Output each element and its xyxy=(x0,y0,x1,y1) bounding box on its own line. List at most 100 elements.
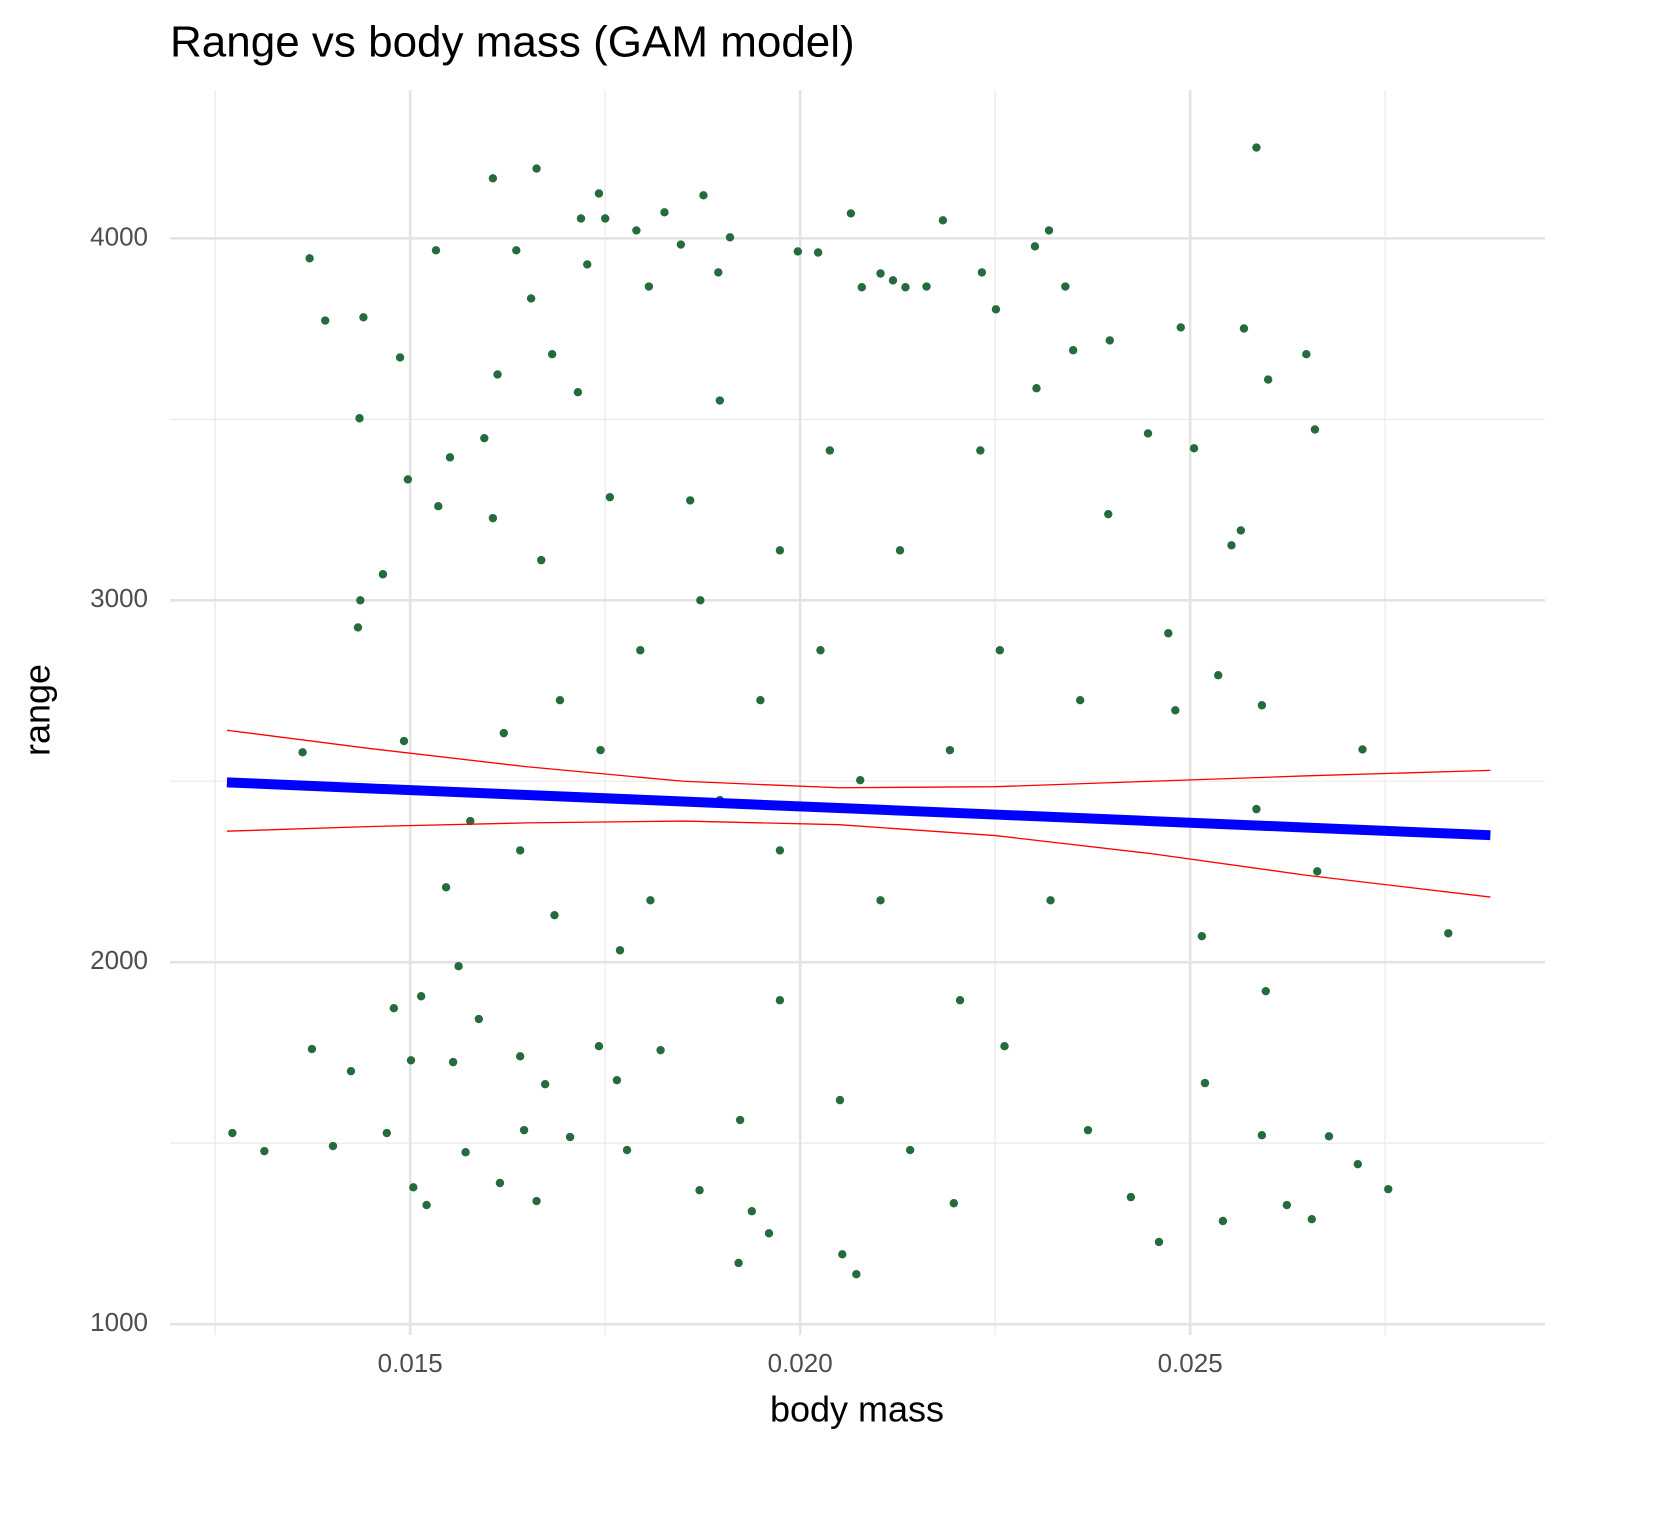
scatter-point xyxy=(734,1258,743,1268)
scatter-point xyxy=(876,269,885,278)
scatter-point xyxy=(540,1079,550,1089)
scatter-point xyxy=(1154,1237,1164,1247)
scatter-point xyxy=(846,209,856,218)
scatter-point xyxy=(1257,701,1267,710)
scatter-point xyxy=(416,992,426,1001)
scatter-point xyxy=(1189,444,1199,453)
scatter-point xyxy=(605,492,615,502)
scatter-point xyxy=(938,216,948,225)
scatter-point xyxy=(1176,323,1185,332)
scatter-point xyxy=(594,189,604,198)
scatter-point xyxy=(856,775,865,785)
y-tick-label: 2000 xyxy=(90,945,148,975)
scatter-point xyxy=(1083,1125,1093,1135)
scatter-point xyxy=(644,282,654,291)
scatter-point xyxy=(1227,541,1236,550)
scatter-point xyxy=(949,1199,959,1208)
scatter-point xyxy=(977,268,987,277)
scatter-point xyxy=(775,996,785,1005)
confidence-lower xyxy=(226,820,1491,898)
y-axis-title: range xyxy=(17,664,58,756)
scatter-point xyxy=(825,446,835,455)
scatter-point xyxy=(1171,706,1180,715)
scatter-point xyxy=(857,283,866,292)
scatter-point xyxy=(695,1186,704,1195)
plot-area xyxy=(226,143,1491,1279)
scatter-point xyxy=(409,1183,418,1192)
scatter-point xyxy=(1044,226,1054,235)
y-tick-label: 1000 xyxy=(90,1307,148,1337)
scatter-point xyxy=(945,745,955,755)
scatter-point xyxy=(612,1076,622,1085)
scatter-point xyxy=(555,695,565,705)
grid xyxy=(170,90,1545,1335)
scatter-point xyxy=(1310,425,1320,434)
scatter-point xyxy=(307,1044,317,1054)
scatter-point xyxy=(488,174,498,183)
scatter-point xyxy=(403,475,413,484)
scatter-point xyxy=(686,496,695,505)
x-tick-label: 0.015 xyxy=(378,1348,443,1378)
scatter-point xyxy=(622,1145,632,1155)
scatter-point xyxy=(298,748,307,757)
scatter-point xyxy=(888,276,898,285)
scatter-point xyxy=(764,1229,774,1238)
scatter-point xyxy=(615,946,625,955)
scatter-point xyxy=(547,350,557,359)
scatter-point xyxy=(515,846,525,855)
scatter-point xyxy=(573,388,583,397)
scatter-point xyxy=(747,1207,757,1216)
scatter-point xyxy=(532,164,541,173)
scatter-point xyxy=(448,1057,458,1067)
scatter-point xyxy=(550,910,559,920)
scatter-point xyxy=(725,233,735,242)
scatter-point xyxy=(228,1128,237,1138)
scatter-point xyxy=(1282,1200,1292,1210)
scatter-point xyxy=(512,246,521,255)
scatter-point xyxy=(532,1196,541,1206)
scatter-point xyxy=(816,646,825,655)
scatter-point xyxy=(1307,1214,1317,1224)
scatter-point xyxy=(714,268,723,277)
scatter-point xyxy=(1068,346,1078,355)
scatter-point xyxy=(1261,986,1270,996)
scatter-point xyxy=(813,248,823,257)
scatter-point xyxy=(646,896,655,905)
scatter-point xyxy=(696,596,705,605)
scatter-point xyxy=(474,1014,484,1024)
scatter-point xyxy=(1143,429,1153,438)
scatter-point xyxy=(756,695,765,705)
scatter-point xyxy=(399,736,409,746)
scatter-point xyxy=(1032,384,1041,393)
scatter-point xyxy=(321,316,330,325)
y-tick-label: 4000 xyxy=(90,221,148,251)
scatter-point xyxy=(488,513,498,523)
scatter-point xyxy=(852,1269,861,1279)
scatter-point xyxy=(676,240,686,249)
scatter-point xyxy=(328,1141,338,1151)
scatter-point xyxy=(395,353,405,362)
scatter-point xyxy=(922,282,931,291)
scatter-point xyxy=(1030,242,1040,251)
scatter-point xyxy=(526,294,536,303)
scatter-point xyxy=(480,433,489,443)
x-tick-label: 0.025 xyxy=(1158,1348,1223,1378)
x-tick-label: 0.020 xyxy=(768,1348,833,1378)
confidence-upper xyxy=(226,729,1491,789)
scatter-point xyxy=(1126,1192,1136,1202)
scatter-point xyxy=(1239,324,1249,333)
scatter-point xyxy=(305,254,314,263)
scatter-point xyxy=(406,1056,416,1065)
scatter-point xyxy=(1000,1041,1009,1051)
scatter-point xyxy=(991,305,1001,314)
scatter-point xyxy=(359,313,368,322)
scatter-point xyxy=(636,646,645,655)
scatter-point xyxy=(596,745,605,755)
scatter-point xyxy=(1444,929,1453,938)
scatter-point xyxy=(431,246,441,255)
scatter-point xyxy=(583,260,592,269)
scatter-point xyxy=(466,816,475,826)
scatter-point xyxy=(1236,526,1246,535)
scatter-point xyxy=(1214,671,1223,680)
